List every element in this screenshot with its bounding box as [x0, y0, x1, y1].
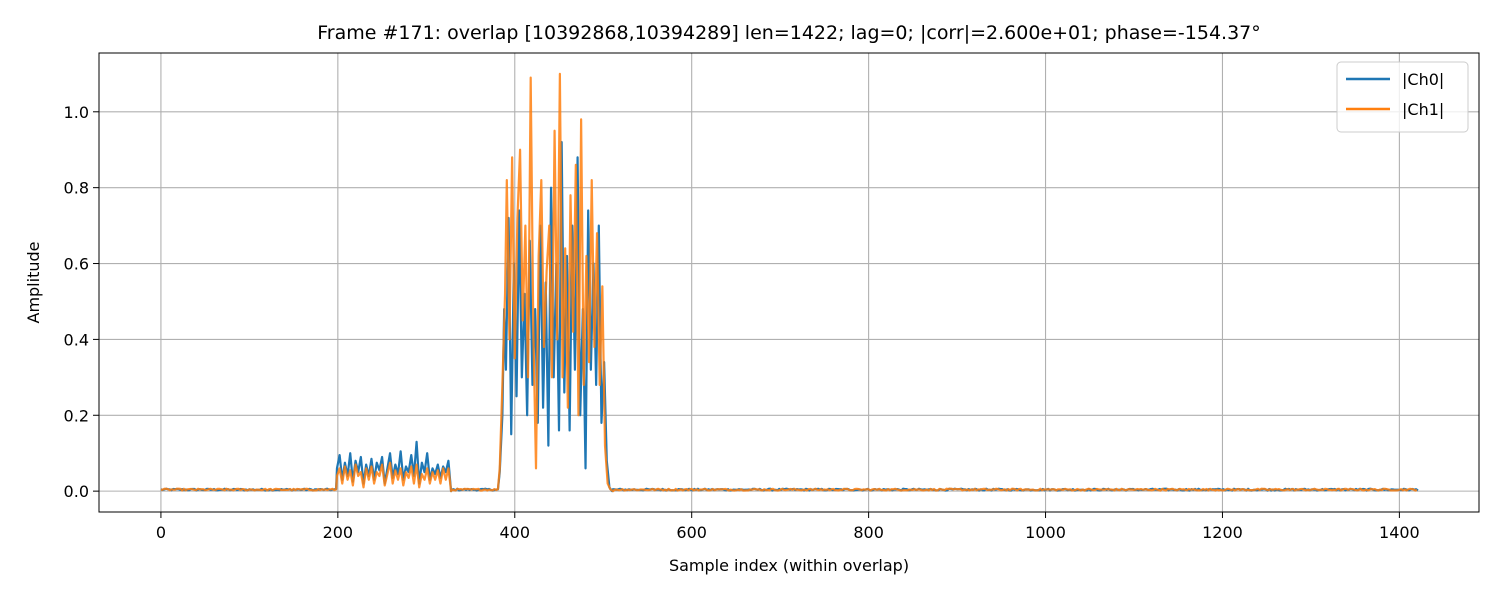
- legend: |Ch0| |Ch1|: [1336, 61, 1469, 133]
- series-layer: [160, 72, 1419, 493]
- x-tick-label: 1400: [1379, 523, 1420, 542]
- x-tick-label: 1000: [1025, 523, 1066, 542]
- legend-label-ch1: |Ch1|: [1402, 100, 1444, 119]
- series-line-ch1: [160, 72, 1418, 493]
- chart-title: Frame #171: overlap [10392868,10394289] …: [317, 22, 1261, 44]
- y-tick-label: 0.2: [64, 406, 89, 425]
- y-tick-label: 0.4: [64, 330, 89, 349]
- x-tick-label: 1200: [1202, 523, 1243, 542]
- x-axis-title: Sample index (within overlap): [669, 556, 909, 575]
- x-tick-label: 0: [156, 523, 166, 542]
- legend-label-ch0: |Ch0|: [1402, 70, 1444, 89]
- grid: [99, 53, 1479, 512]
- y-tick-label: 0.0: [64, 482, 89, 501]
- x-tick-label: 800: [853, 523, 884, 542]
- x-tick-label: 600: [676, 523, 707, 542]
- x-tick-label: 400: [499, 523, 530, 542]
- y-tick-label: 0.8: [64, 179, 89, 198]
- ticks: 0 200 400 600 800 1000 1200 1400 0.0 0.2 0.4 0.6 0.8…: [64, 103, 1420, 542]
- y-tick-label: 0.6: [64, 255, 89, 274]
- y-axis-title: Amplitude: [24, 242, 43, 324]
- y-tick-label: 1.0: [64, 103, 89, 122]
- plot-frame: [98, 52, 1480, 513]
- x-tick-label: 200: [323, 523, 354, 542]
